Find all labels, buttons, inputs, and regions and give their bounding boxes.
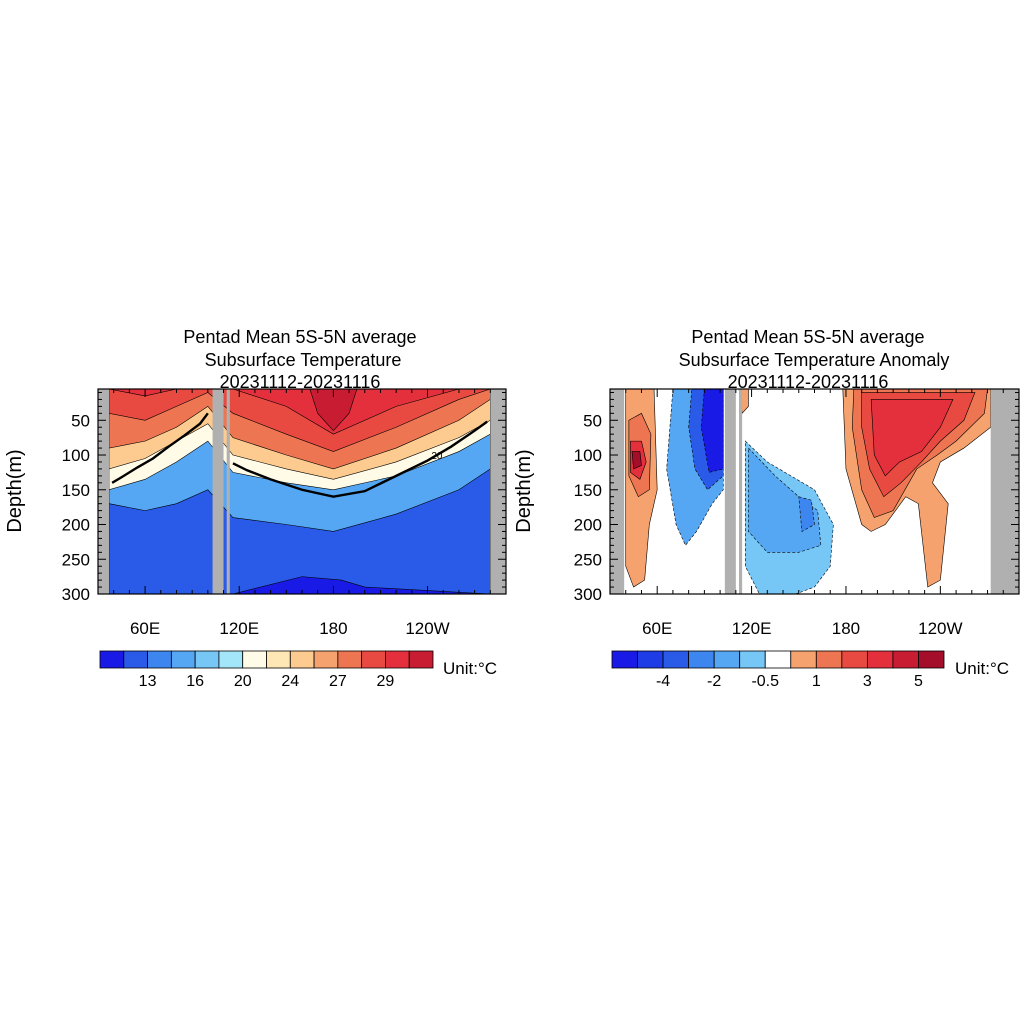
land-mask [98, 389, 109, 594]
colorbar-swatch [713, 650, 741, 669]
land-mask [990, 389, 1019, 594]
warm-core [309, 389, 358, 432]
chart-title-line-3: 20231112-20231116 [220, 372, 381, 392]
land-mask [724, 389, 736, 594]
y-tick-label: 50 [71, 411, 90, 430]
colorbar-swatch [892, 650, 919, 669]
colorbar-swatch [337, 650, 363, 669]
y-tick-label: 50 [583, 411, 602, 430]
y-tick-label: 200 [574, 516, 602, 535]
colorbar-swatch [170, 650, 196, 669]
colorbar-tick-label: 5 [914, 673, 923, 690]
x-tick-label: 60E [642, 619, 672, 638]
y-tick-label: 150 [62, 481, 90, 500]
colorbar-swatch [815, 650, 843, 669]
x-tick-label: 180 [319, 619, 347, 638]
land-mask [738, 389, 743, 594]
colorbar-tick-label: 24 [281, 673, 299, 690]
colorbar-swatch [790, 650, 817, 669]
colorbar-swatch [266, 650, 291, 669]
y-axis-label: Depth(m) [4, 449, 26, 532]
isotherm-20-line [232, 420, 488, 498]
colorbar-tick-label: 13 [139, 673, 157, 690]
colorbar-tick-label: -4 [656, 673, 670, 690]
colorbar-swatch [688, 650, 715, 669]
colorbar-swatch [99, 650, 125, 669]
colorbar-swatch [611, 650, 638, 669]
colorbar-swatch [289, 650, 315, 669]
contour-band-1 [108, 576, 491, 594]
colorbar-swatch [764, 650, 792, 669]
anomaly-panel: Pentad Mean 5S-5N average Subsurface Tem… [513, 327, 1020, 690]
x-tick-label: 120W [405, 619, 449, 638]
land-mask [610, 389, 625, 594]
colorbar-swatch [662, 650, 690, 669]
y-tick-label: 300 [574, 585, 602, 604]
anomaly-region-9 [798, 496, 815, 532]
contour-label-20: 20 [431, 451, 443, 462]
chart-title-line-3: 20231112-20231116 [728, 372, 889, 392]
colorbar-unit: Unit:°C [443, 659, 497, 678]
colorbar-tick-label: 20 [234, 673, 252, 690]
colorbar-swatch [361, 650, 386, 669]
x-tick-label: 120E [219, 619, 259, 638]
chart-title-line-2: Subsurface Temperature Anomaly [679, 350, 950, 370]
chart-title-line-2: Subsurface Temperature [205, 350, 402, 370]
colorbar-swatch [739, 650, 766, 669]
colorbar-swatch [637, 650, 664, 669]
y-tick-label: 250 [574, 550, 602, 569]
field-layer: 20 [98, 389, 506, 594]
colorbar-tick-label: 27 [329, 673, 347, 690]
x-tick-label: 60E [130, 619, 160, 638]
isotherm-20-line [111, 412, 209, 484]
colorbar-tick-label: 3 [863, 673, 872, 690]
colorbar-swatch [242, 650, 267, 669]
y-tick-label: 300 [62, 585, 90, 604]
anomaly-region-3 [631, 451, 642, 470]
colorbar-swatch [123, 650, 148, 669]
colorbar-swatch [313, 650, 339, 669]
plot-area: 50 100 150 200 250 300 60E 120E 180 120W [574, 388, 1020, 638]
colorbar-tick-label: 29 [377, 673, 395, 690]
anomaly-region-6 [700, 389, 724, 473]
y-tick-label: 100 [62, 446, 90, 465]
colorbar-tick-label: 16 [186, 673, 204, 690]
land-mask [212, 389, 224, 594]
plot-area: 20 50 100 150 200 250 300 60E 120E 180 120W [62, 388, 507, 638]
x-tick-label: 180 [832, 619, 860, 638]
colorbar-swatch [218, 650, 244, 669]
colorbar-unit: Unit:°C [955, 659, 1009, 678]
field-layer [610, 389, 1019, 594]
y-tick-label: 100 [574, 446, 602, 465]
colorbar-swatch [385, 650, 410, 669]
y-axis-label: Depth(m) [513, 449, 535, 532]
colorbar: 13 16 20 24 27 29 [99, 650, 434, 690]
land-mask [490, 389, 506, 594]
colorbar-tick-label: -2 [707, 673, 721, 690]
y-tick-label: 200 [62, 516, 90, 535]
colorbar-swatch [408, 650, 434, 669]
colorbar: -4 -2 -0.5 1 3 5 [611, 650, 945, 690]
x-tick-label: 120W [918, 619, 962, 638]
chart-title-line-1: Pentad Mean 5S-5N average [691, 327, 924, 347]
land-mask [226, 389, 230, 594]
y-tick-label: 150 [574, 481, 602, 500]
chart-title-line-1: Pentad Mean 5S-5N average [183, 327, 416, 347]
y-tick-label: 250 [62, 550, 90, 569]
colorbar-swatch [918, 650, 945, 669]
colorbar-swatch [194, 650, 220, 669]
colorbar-tick-label: 1 [812, 673, 821, 690]
colorbar-tick-label: -0.5 [751, 673, 779, 690]
colorbar-swatch [841, 650, 868, 669]
colorbar-swatch [866, 650, 894, 669]
temperature-panel: Pentad Mean 5S-5N average Subsurface Tem… [4, 327, 507, 690]
anomaly-region-13 [870, 399, 954, 477]
colorbar-swatch [147, 650, 172, 669]
x-tick-label: 120E [732, 619, 772, 638]
